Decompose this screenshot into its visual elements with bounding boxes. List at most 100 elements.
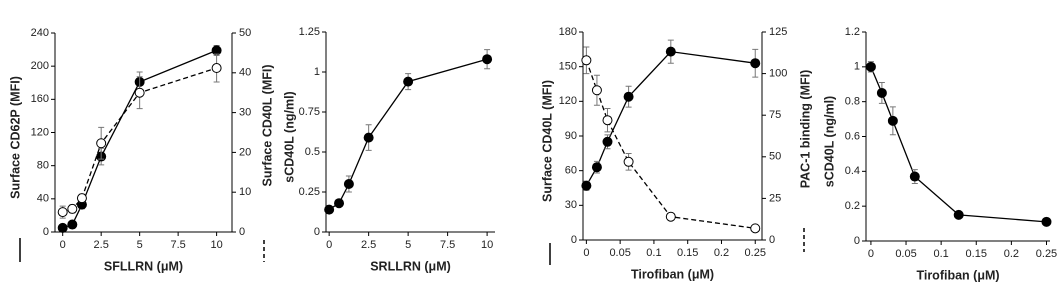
y2-tick-label: 75 [769,109,781,121]
y-axis-label: Surface CD62P (MFI) [8,76,22,199]
x-tick-label: 0.05 [609,247,630,259]
series-line [870,66,1047,223]
y-tick-label: 150 [559,61,577,73]
series-line [585,60,756,229]
y-tick-label: 30 [565,199,577,211]
y-tick-label: 40 [37,193,49,205]
data-point [623,156,634,167]
x-tick-label: 2.5 [94,239,109,251]
data-point [865,61,876,72]
y2-tick-label: 50 [239,27,251,39]
y-tick-label: 60 [565,165,577,177]
y-tick-label: 120 [559,95,577,107]
x-tick-label: 0 [868,248,874,260]
data-point [665,211,676,222]
y-tick-label: 240 [31,27,49,39]
y-tick-label: 0.2 [845,200,860,212]
data-point [591,162,602,173]
y-tick-label: 1 [314,66,320,78]
y-tick-label: 1 [854,61,860,73]
data-point [750,58,761,69]
y-tick-label: 80 [37,160,49,172]
x-tick-label: 10 [481,239,493,251]
y2-axis-label: PAC-1 binding (MFI) [798,70,812,189]
y2-tick-label: 50 [769,151,781,163]
y-tick-label: 180 [559,26,577,38]
data-point [211,45,222,56]
data-point [211,63,222,74]
y-axis-label: sCD40L (ng/ml) [282,91,296,182]
data-point [623,91,634,102]
x-tick-label: 0.2 [1004,248,1019,260]
data-point [134,87,145,98]
x-tick-label: 10 [210,239,222,251]
y-axis-label: sCD40L (ng/ml) [822,96,836,187]
x-tick-label: 0.1 [933,248,948,260]
data-point [363,132,374,143]
data-point [876,87,887,98]
y-tick-label: 120 [31,126,49,138]
y2-tick-label: 20 [239,146,251,158]
data-point [324,204,335,215]
x-tick-label: 7.5 [170,239,185,251]
data-point [1041,216,1052,227]
y2-axis-label: Surface CD40L (MFI) [260,64,274,186]
x-tick-label: 0.1 [646,247,661,259]
x-axis-label: Tirofiban (μM) [916,268,999,282]
data-point [67,203,78,214]
data-point [602,115,613,126]
y-tick-label: 1.2 [845,26,860,38]
data-point [909,171,920,182]
data-point [67,219,78,230]
y2-tick-label: 0 [769,234,775,246]
x-tick-label: 2.5 [361,239,376,251]
x-axis-label: Tirofiban (μM) [631,267,714,281]
data-point [581,180,592,191]
y-axis-label: Surface CD40L (MFI) [540,80,554,202]
y-tick-label: 0 [43,226,49,238]
data-point [57,222,68,233]
x-tick-label: 5 [405,239,411,251]
x-tick-label: 5 [137,239,143,251]
data-point [750,223,761,234]
x-tick-label: 0.25 [1036,248,1057,260]
y-tick-label: 0.4 [845,165,860,177]
data-point [591,85,602,96]
y2-tick-label: 40 [239,67,251,79]
y-tick-label: 0.25 [299,186,320,198]
y-tick-label: 0.5 [305,146,320,158]
data-point [953,209,964,220]
x-axis-label: SRLLRN (μM) [370,259,451,273]
y2-tick-label: 30 [239,107,251,119]
data-point [602,136,613,147]
x-tick-label: 0.2 [714,247,729,259]
y-tick-label: 0.8 [845,96,860,108]
data-point [403,76,414,87]
y-tick-label: 160 [31,93,49,105]
x-axis-label: SFLLRN (μM) [104,259,183,273]
x-tick-label: 0.15 [677,247,698,259]
data-point [482,54,493,65]
y-tick-label: 0.75 [299,106,320,118]
x-tick-label: 7.5 [440,239,455,251]
y-tick-label: 0 [854,235,860,247]
y2-tick-label: 125 [769,26,787,38]
y2-tick-label: 0 [239,226,245,238]
y-tick-label: 200 [31,60,49,72]
y2-tick-label: 10 [239,186,251,198]
data-point [665,46,676,57]
x-tick-label: 0.05 [895,248,916,260]
data-point [57,207,68,218]
y2-tick-label: 100 [769,68,787,80]
data-point [96,138,107,149]
x-tick-label: 0.25 [745,247,766,259]
y-tick-label: 90 [565,130,577,142]
x-tick-label: 0 [60,239,66,251]
x-tick-label: 0 [326,239,332,251]
x-tick-label: 0 [583,247,589,259]
data-point [581,55,592,66]
y-tick-label: 0 [314,226,320,238]
data-point [76,193,87,204]
